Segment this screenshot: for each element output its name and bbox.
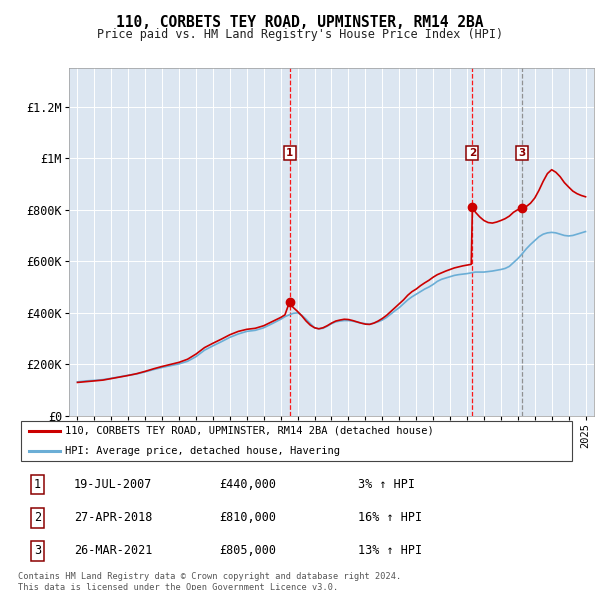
Text: 19-JUL-2007: 19-JUL-2007 (74, 478, 152, 491)
Text: 110, CORBETS TEY ROAD, UPMINSTER, RM14 2BA (detached house): 110, CORBETS TEY ROAD, UPMINSTER, RM14 2… (65, 426, 434, 436)
Text: 3: 3 (518, 148, 526, 158)
Text: This data is licensed under the Open Government Licence v3.0.: This data is licensed under the Open Gov… (18, 583, 338, 590)
Text: 110, CORBETS TEY ROAD, UPMINSTER, RM14 2BA: 110, CORBETS TEY ROAD, UPMINSTER, RM14 2… (116, 15, 484, 30)
Text: £810,000: £810,000 (219, 511, 276, 525)
Text: 13% ↑ HPI: 13% ↑ HPI (358, 544, 422, 558)
FancyBboxPatch shape (21, 421, 572, 461)
Text: 27-APR-2018: 27-APR-2018 (74, 511, 152, 525)
Text: HPI: Average price, detached house, Havering: HPI: Average price, detached house, Have… (65, 446, 340, 456)
Text: 1: 1 (286, 148, 293, 158)
Text: 16% ↑ HPI: 16% ↑ HPI (358, 511, 422, 525)
Text: 3% ↑ HPI: 3% ↑ HPI (358, 478, 415, 491)
Text: Price paid vs. HM Land Registry's House Price Index (HPI): Price paid vs. HM Land Registry's House … (97, 28, 503, 41)
Text: 2: 2 (469, 148, 476, 158)
Text: £805,000: £805,000 (219, 544, 276, 558)
Text: 1: 1 (34, 478, 41, 491)
Text: 3: 3 (34, 544, 41, 558)
Text: £440,000: £440,000 (219, 478, 276, 491)
Text: Contains HM Land Registry data © Crown copyright and database right 2024.: Contains HM Land Registry data © Crown c… (18, 572, 401, 581)
Text: 26-MAR-2021: 26-MAR-2021 (74, 544, 152, 558)
Text: 2: 2 (34, 511, 41, 525)
